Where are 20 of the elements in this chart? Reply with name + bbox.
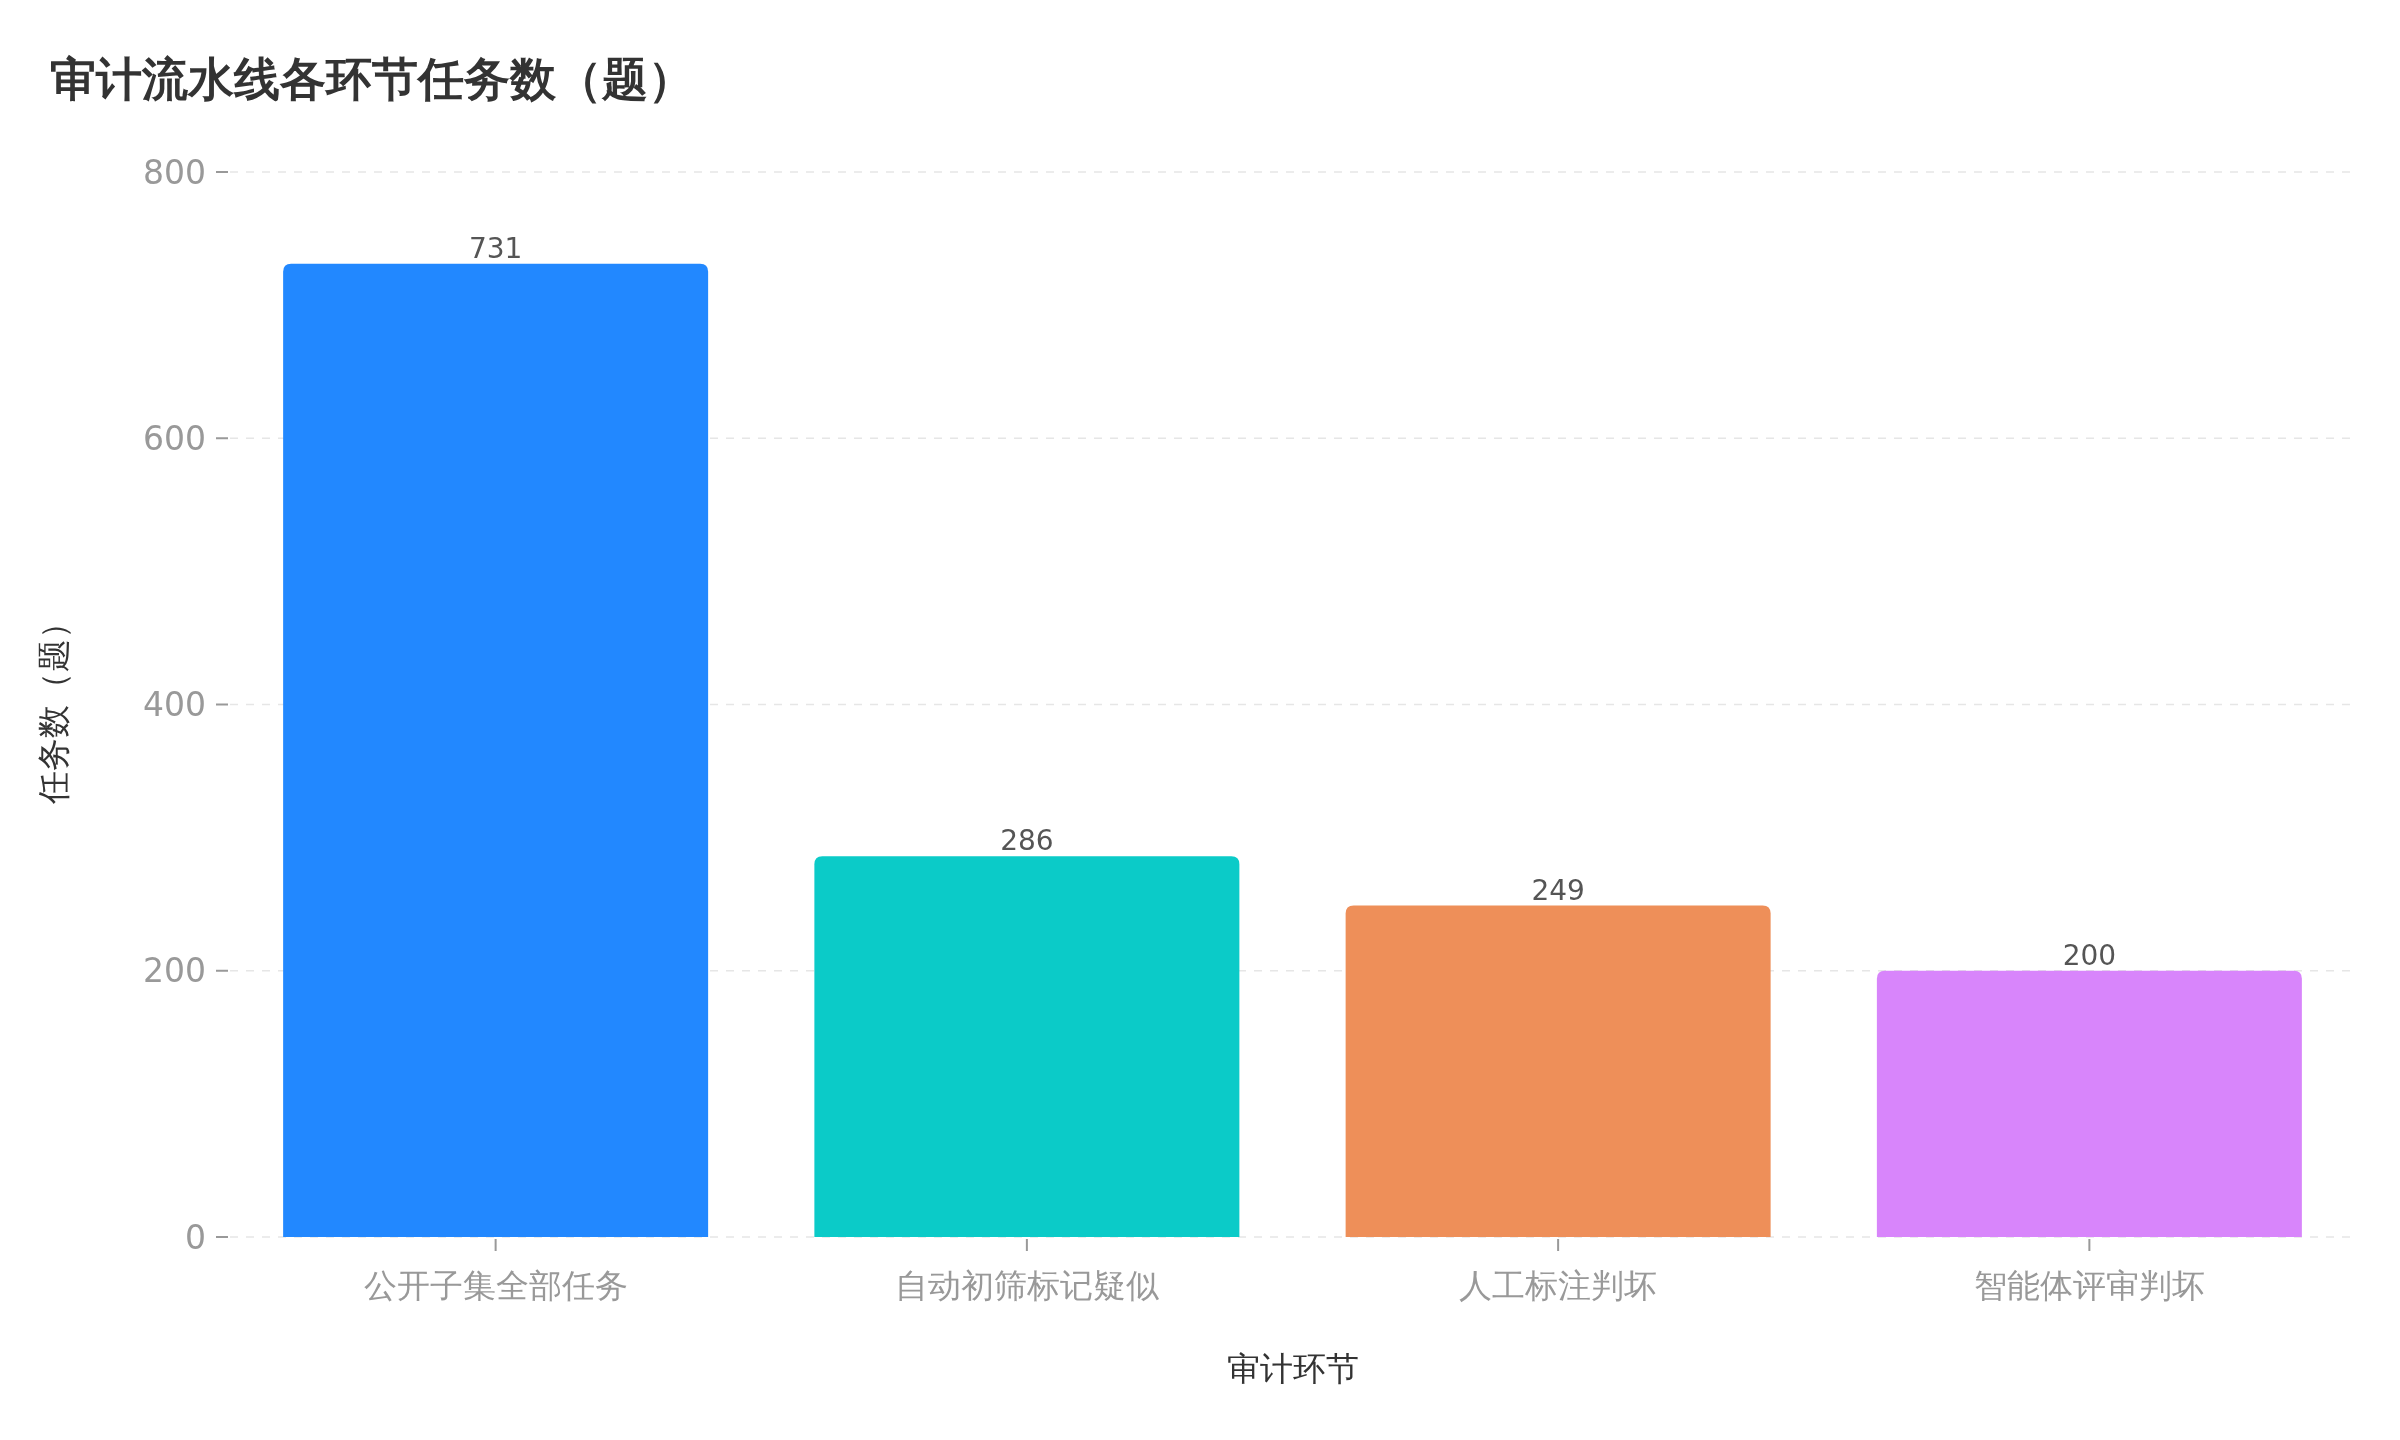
bar (1876, 970, 2302, 1237)
y-tick-label: 400 (143, 685, 206, 724)
data-label: 731 (468, 231, 523, 265)
y-tick-label: 200 (143, 951, 206, 991)
x-tick-label: 智能体评审判坏 (1973, 1266, 2205, 1305)
x-axis-title: 审计环节 (1226, 1349, 1359, 1388)
data-label: 249 (1531, 873, 1585, 907)
x-tick-label: 公开子集全部任务 (363, 1266, 628, 1305)
y-tick-label: 800 (143, 152, 206, 192)
bar (1345, 905, 1771, 1237)
y-tick-label: 0 (185, 1217, 206, 1257)
y-axis-title: 任务数（题） (34, 605, 73, 805)
bar (283, 263, 709, 1237)
x-tick-label: 人工标注判坏 (1459, 1266, 1658, 1305)
data-label: 286 (1000, 824, 1054, 858)
bar (814, 856, 1240, 1237)
x-tick-label: 自动初筛标记疑似 (894, 1266, 1159, 1305)
y-tick-label: 600 (143, 418, 206, 458)
data-label: 200 (2062, 938, 2117, 972)
chart-title: 审计流水线各环节任务数（题） (50, 52, 694, 106)
